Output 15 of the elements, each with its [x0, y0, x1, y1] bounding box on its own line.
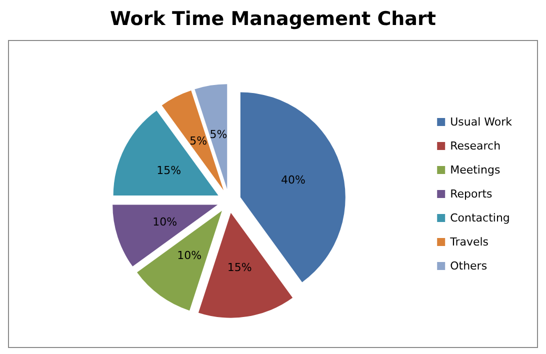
data-label: 10% — [177, 249, 202, 262]
legend-label: Meetings — [450, 164, 500, 176]
data-label: 10% — [152, 215, 178, 228]
data-label: 15% — [227, 261, 252, 274]
data-label: 5% — [210, 128, 228, 141]
legend-label: Usual Work — [450, 116, 513, 128]
data-label: 40% — [280, 174, 306, 187]
chart-title: Work Time Management Chart — [109, 8, 437, 30]
data-label: 15% — [156, 164, 182, 177]
legend-label: Contacting — [450, 212, 510, 224]
legend-label: Research — [450, 140, 501, 152]
legend-label: Reports — [450, 188, 493, 200]
data-label: 5% — [190, 134, 208, 148]
legend-label: Travels — [449, 236, 489, 248]
legend-label: Others — [450, 260, 488, 272]
